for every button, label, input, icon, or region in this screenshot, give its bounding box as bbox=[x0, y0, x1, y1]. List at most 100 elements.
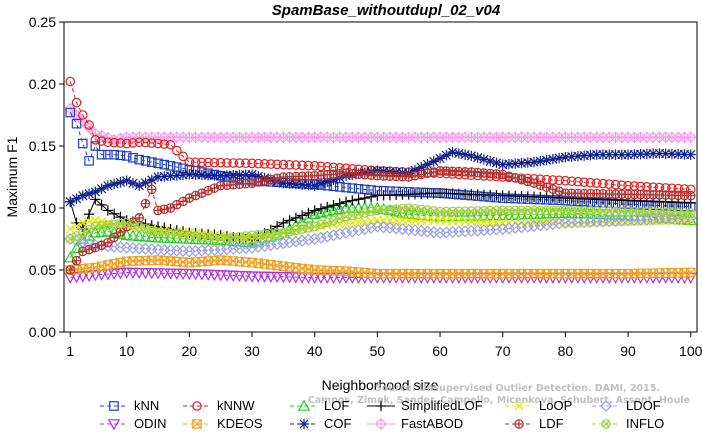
data-point-knn bbox=[78, 138, 88, 149]
data-point-lof bbox=[408, 208, 422, 220]
data-point-knnw bbox=[598, 178, 608, 189]
data-point-ldof bbox=[227, 242, 240, 255]
data-point-ldof bbox=[358, 223, 371, 236]
y-tick-label: 0.20 bbox=[29, 76, 56, 92]
legend-entry-ldf: LDF bbox=[505, 416, 564, 431]
data-point-lof bbox=[402, 207, 415, 219]
y-tick-label: 0.25 bbox=[29, 14, 56, 30]
data-point-knnw bbox=[71, 97, 82, 108]
data-point-odin bbox=[277, 272, 290, 284]
data-point-ldf bbox=[403, 172, 414, 182]
y-tick-label: 0.10 bbox=[29, 200, 56, 216]
data-point-ldof bbox=[239, 242, 252, 255]
data-point-lof bbox=[126, 229, 140, 241]
legend-entry-knn: kNN bbox=[100, 398, 159, 413]
data-point-odin bbox=[283, 272, 296, 284]
data-point-ldof bbox=[584, 215, 597, 228]
legend-marker-kdeos bbox=[192, 419, 202, 429]
data-point-knnw bbox=[616, 180, 627, 190]
data-point-cof bbox=[115, 177, 126, 188]
watermark-line-1: Source: Unsupervised Outlier Detection. … bbox=[375, 383, 660, 394]
data-point-lof bbox=[490, 209, 503, 221]
data-point-ldof bbox=[534, 219, 547, 232]
data-point-ldf bbox=[71, 255, 82, 266]
data-point-ldof bbox=[509, 221, 522, 234]
data-point-knnw bbox=[115, 138, 126, 148]
data-point-lof bbox=[158, 231, 171, 243]
data-point-knnw bbox=[165, 139, 176, 150]
data-point-ldf bbox=[140, 198, 151, 209]
data-point-ldof bbox=[459, 225, 472, 238]
data-point-odin bbox=[289, 272, 303, 284]
legend-entry-knnw: kNNW bbox=[183, 398, 255, 413]
data-point-odin bbox=[352, 272, 365, 284]
legend-label-ldf: LDF bbox=[539, 416, 564, 431]
data-point-ldof bbox=[452, 225, 465, 238]
data-point-knnw bbox=[591, 178, 602, 188]
data-point-lof bbox=[70, 241, 83, 254]
legend-marker-ldof bbox=[599, 399, 613, 413]
data-point-odin bbox=[308, 272, 321, 284]
data-point-knnw bbox=[134, 137, 145, 148]
y-axis-label: Maximum F1 bbox=[4, 136, 20, 217]
data-point-knn bbox=[140, 156, 151, 166]
data-point-knnw bbox=[146, 138, 157, 148]
data-point-odin bbox=[76, 271, 90, 283]
series-knnw bbox=[65, 76, 696, 195]
data-point-knn bbox=[128, 152, 138, 163]
data-point-simplifiedlof bbox=[359, 192, 371, 204]
data-point-ldof bbox=[214, 243, 227, 256]
legend-entry-ldof: LDOF bbox=[592, 398, 661, 413]
data-point-knn bbox=[71, 118, 82, 129]
legend-entry-inflo: INFLO bbox=[592, 416, 664, 431]
data-point-odin bbox=[195, 269, 209, 281]
data-point-ldof bbox=[277, 237, 290, 250]
legend-label-simplifiedlof: SimplifiedLOF bbox=[401, 398, 483, 413]
data-point-odin bbox=[89, 270, 102, 282]
data-point-knnw bbox=[209, 157, 220, 168]
data-point-knn bbox=[109, 149, 119, 160]
legend-marker-ldf bbox=[514, 419, 524, 429]
x-tick-label: 50 bbox=[370, 343, 386, 359]
data-point-knnw bbox=[96, 136, 107, 146]
data-point-knnw bbox=[78, 110, 88, 120]
data-point-ldof bbox=[465, 224, 478, 237]
series-line-inflo bbox=[70, 207, 691, 240]
legend-marker-cof bbox=[298, 418, 310, 430]
data-point-ldof bbox=[615, 214, 628, 227]
chart-title: SpamBase_withoutdupl_02_v04 bbox=[272, 2, 501, 19]
data-point-knn bbox=[347, 183, 358, 193]
series-kdeos bbox=[65, 255, 696, 279]
data-point-odin bbox=[164, 268, 177, 280]
data-point-ldof bbox=[647, 213, 660, 226]
data-point-knnw bbox=[303, 160, 314, 171]
data-point-ldof bbox=[208, 243, 221, 256]
data-point-ldof bbox=[264, 239, 277, 252]
data-point-knnw bbox=[573, 176, 583, 187]
data-point-ldf bbox=[84, 244, 94, 255]
data-point-kdeos bbox=[190, 257, 201, 267]
data-point-lof bbox=[352, 201, 365, 213]
data-point-ldof bbox=[202, 244, 215, 257]
legend-entry-kdeos: KDEOS bbox=[183, 416, 263, 431]
data-point-cof bbox=[309, 180, 320, 191]
data-point-ldf bbox=[266, 174, 276, 185]
data-point-kdeos bbox=[178, 257, 188, 267]
data-point-ldof bbox=[339, 226, 353, 239]
data-point-ldf bbox=[159, 204, 170, 215]
legend-label-lof: LOF bbox=[324, 398, 349, 413]
data-point-ldf bbox=[96, 240, 107, 250]
data-point-ldf bbox=[65, 265, 76, 275]
data-point-ldf bbox=[247, 178, 257, 188]
data-point-knnw bbox=[297, 160, 307, 171]
data-point-simplifiedlof bbox=[115, 211, 126, 223]
data-point-knnw bbox=[284, 160, 295, 170]
data-point-ldof bbox=[271, 238, 284, 251]
data-point-knn bbox=[353, 183, 364, 194]
data-point-ldof bbox=[553, 217, 566, 230]
data-point-simplifiedlof bbox=[328, 200, 339, 211]
legend-label-ldof: LDOF bbox=[626, 398, 661, 413]
data-point-ldof bbox=[302, 233, 315, 246]
series-simplifiedlof bbox=[65, 187, 696, 246]
plot-frame bbox=[63, 21, 698, 333]
